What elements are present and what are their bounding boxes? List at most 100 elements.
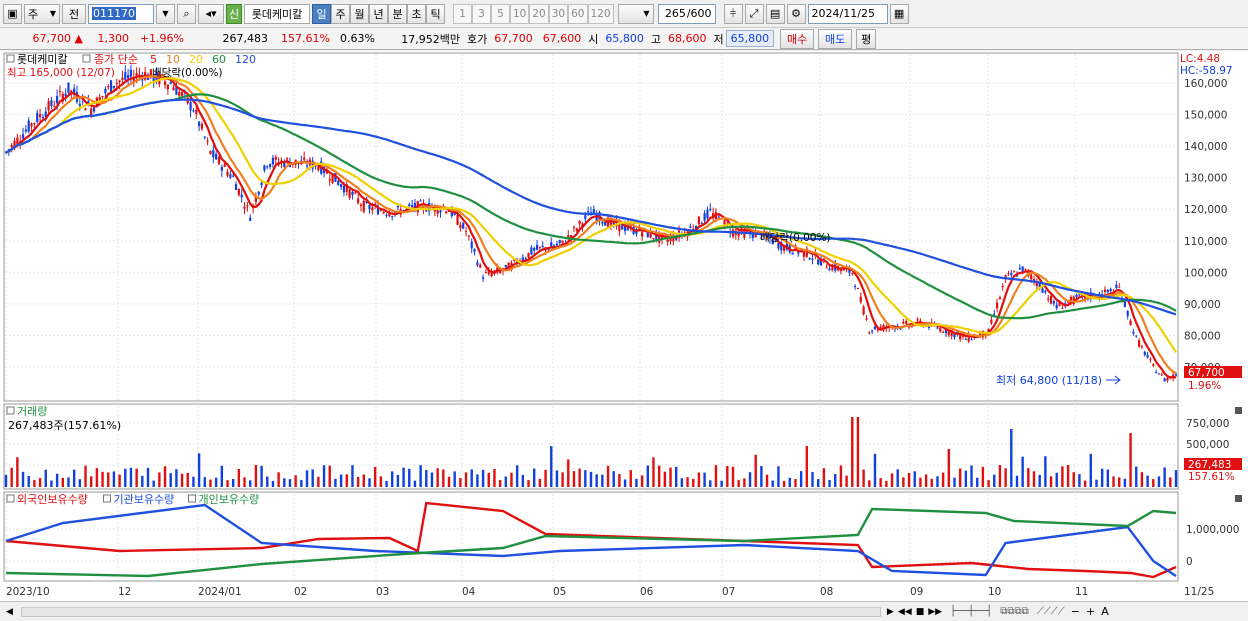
candle-body bbox=[641, 232, 644, 237]
save-icon[interactable]: ▤ bbox=[765, 3, 785, 24]
interval-button-20[interactable]: 20 bbox=[529, 3, 549, 24]
price-axis-tick: 140,000 bbox=[1184, 141, 1227, 153]
candle-body bbox=[1143, 351, 1146, 356]
interval-button-10[interactable]: 10 bbox=[510, 3, 530, 24]
eval-button[interactable]: 평 bbox=[856, 28, 877, 49]
interval-dropdown[interactable]: ▼ bbox=[617, 3, 654, 24]
volume-bar bbox=[862, 469, 865, 487]
candle-body bbox=[16, 137, 19, 145]
period-tab-2[interactable]: 월 bbox=[350, 3, 369, 24]
candle-body bbox=[328, 179, 331, 181]
sell-button[interactable]: 매도 bbox=[818, 28, 853, 49]
candle-type-icon[interactable]: ⫩ bbox=[723, 3, 743, 24]
panel-toggle-icon[interactable] bbox=[6, 54, 15, 63]
holdings-toggle-icon[interactable] bbox=[103, 494, 111, 503]
volume-bar bbox=[1038, 474, 1041, 487]
candle-body bbox=[703, 213, 706, 221]
volume-bar bbox=[686, 477, 689, 487]
volume-bar bbox=[692, 478, 695, 487]
candle-body bbox=[854, 286, 857, 288]
search-icon[interactable]: ⌕ bbox=[177, 3, 196, 24]
candle-body bbox=[848, 267, 851, 273]
volume-bar bbox=[1010, 429, 1013, 487]
layout-icons[interactable]: ⧉⧉⧉⧉ bbox=[1000, 606, 1029, 617]
volume-bar bbox=[1089, 453, 1093, 487]
fast-forward-icon[interactable]: ▶▶ bbox=[928, 606, 943, 617]
candle-body bbox=[825, 267, 828, 269]
chart-area[interactable]: 160,000 150,000 140,000 130,000 120,000 110,0… bbox=[0, 51, 1248, 601]
volume-bar bbox=[1015, 475, 1019, 487]
holdings-legend: 외국인보유수량 기관보유수량 개인보유수량 bbox=[6, 493, 259, 506]
interval-button-5[interactable]: 5 bbox=[491, 3, 510, 24]
rewind-icon[interactable]: ◀◀ bbox=[897, 606, 912, 617]
candle-body bbox=[447, 210, 451, 212]
font-size-icon[interactable]: A bbox=[1101, 605, 1109, 618]
price-axis-tick: 110,000 bbox=[1184, 236, 1227, 248]
volume-bar bbox=[981, 466, 985, 487]
calendar-icon[interactable]: ▦ bbox=[889, 3, 909, 24]
count-input[interactable]: 265/600 bbox=[657, 3, 716, 24]
window-icon[interactable]: ▣ bbox=[3, 3, 22, 24]
volume-bar bbox=[38, 478, 42, 487]
candle-body bbox=[1140, 346, 1144, 348]
holdings-close-icon[interactable] bbox=[1235, 495, 1242, 502]
volume-bar bbox=[1021, 456, 1024, 487]
drawing-icons[interactable]: ⟋⟋⟋⟋ bbox=[1036, 606, 1065, 617]
volume-bar bbox=[197, 453, 201, 487]
interval-button-3[interactable]: 3 bbox=[472, 3, 491, 24]
candle-body bbox=[118, 80, 121, 83]
grid-lines bbox=[5, 54, 1177, 581]
stock-chart[interactable]: 160,000 150,000 140,000 130,000 120,000 110,0… bbox=[0, 51, 1248, 601]
interval-button-120[interactable]: 120 bbox=[587, 3, 614, 24]
period-tab-4[interactable]: 분 bbox=[388, 3, 407, 24]
prev-button[interactable]: 전 bbox=[62, 3, 86, 24]
code-dropdown-icon[interactable]: ▼ bbox=[156, 3, 175, 24]
volume-bar bbox=[805, 445, 809, 487]
period-tab-0[interactable]: 일 bbox=[312, 3, 331, 24]
candle-body bbox=[73, 88, 76, 95]
date-input[interactable]: 2024/11/25 bbox=[807, 3, 888, 24]
volume-bar bbox=[958, 468, 962, 487]
scroll-right-icon[interactable]: ▶ bbox=[886, 606, 894, 617]
zoom-in-icon[interactable]: + bbox=[1085, 605, 1096, 618]
stock-code-input[interactable]: 011170 bbox=[88, 3, 154, 24]
period-tab-1[interactable]: 주 bbox=[331, 3, 350, 24]
zoom-out-icon[interactable]: − bbox=[1070, 605, 1080, 618]
scroll-track[interactable] bbox=[20, 606, 881, 617]
candle-body bbox=[311, 160, 314, 169]
period-tab-5[interactable]: 초 bbox=[407, 3, 426, 24]
period-tab-6[interactable]: 틱 bbox=[426, 3, 445, 24]
settings-gear-icon[interactable]: ⚙ bbox=[786, 3, 806, 24]
period-tab-3[interactable]: 년 bbox=[369, 3, 388, 24]
candle-body bbox=[541, 246, 544, 248]
volume-bar bbox=[1135, 466, 1138, 487]
candle-body bbox=[689, 226, 692, 228]
holdings-toggle-icon[interactable] bbox=[6, 494, 15, 503]
volume-bar bbox=[425, 469, 428, 487]
x-axis-tick: 11 bbox=[1075, 586, 1088, 598]
volume-toggle-icon[interactable] bbox=[6, 406, 15, 415]
candle-body bbox=[587, 211, 590, 213]
scroll-left-icon[interactable]: ◀ bbox=[6, 606, 13, 617]
volume-close-icon[interactable] bbox=[1235, 407, 1242, 414]
buy-button[interactable]: 매수 bbox=[780, 28, 815, 49]
speaker-icon[interactable]: ◂▾ bbox=[198, 3, 224, 24]
ma-line-10 bbox=[5, 74, 1177, 375]
volume-bar bbox=[1072, 472, 1075, 487]
stop-icon[interactable]: ■ bbox=[915, 606, 925, 617]
volume-bar bbox=[771, 480, 774, 487]
market-select[interactable]: 주 ▼ bbox=[24, 3, 60, 24]
volume-bar bbox=[584, 470, 587, 487]
draw-tool-icon[interactable]: ⤢ bbox=[744, 3, 764, 24]
volume-bar bbox=[606, 465, 610, 487]
interval-button-60[interactable]: 60 bbox=[568, 3, 588, 24]
zoom-slider[interactable]: ├──┼──┤ bbox=[950, 606, 993, 617]
candle-body bbox=[1066, 301, 1070, 303]
interval-button-1[interactable]: 1 bbox=[453, 3, 472, 24]
ma-toggle-icon[interactable] bbox=[82, 54, 91, 63]
holdings-toggle-icon[interactable] bbox=[188, 494, 196, 503]
interval-button-30[interactable]: 30 bbox=[548, 3, 569, 24]
volume-bar bbox=[663, 471, 667, 487]
volume-bar bbox=[408, 468, 411, 487]
volume-bar bbox=[544, 469, 547, 487]
